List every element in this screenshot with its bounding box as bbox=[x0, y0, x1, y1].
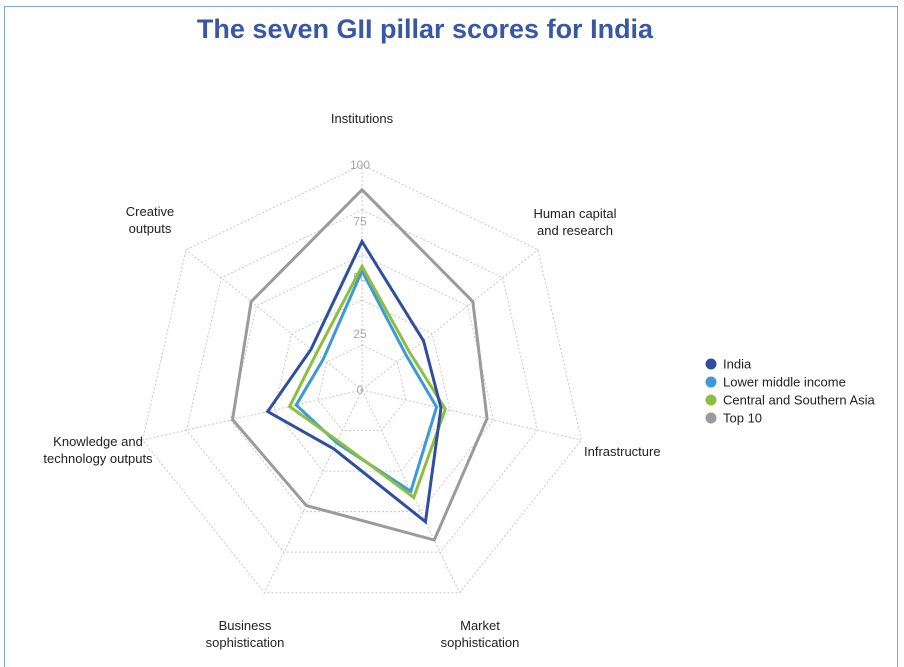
chart-frame bbox=[4, 6, 898, 667]
series-line-india bbox=[265, 238, 443, 525]
grid-spoke bbox=[185, 249, 363, 391]
grid-spoke bbox=[361, 249, 539, 391]
axis-label: Creative outputs bbox=[126, 204, 174, 236]
tick-label: 25 bbox=[353, 327, 367, 341]
legend-label: Lower middle income bbox=[723, 375, 846, 390]
axis-label: Business sophistication bbox=[206, 618, 285, 650]
grid-ring bbox=[229, 254, 495, 513]
legend-label: Central and Southern Asia bbox=[723, 393, 876, 408]
series-line-lower-middle-income bbox=[294, 267, 439, 494]
axis-label: Human capital and research bbox=[533, 206, 616, 238]
axis-label: Infrastructure bbox=[584, 444, 661, 459]
grid-spoke bbox=[263, 389, 363, 593]
axis-label: Market sophistication bbox=[441, 618, 520, 650]
radar-axis-labels: Institutions Human capital and research Inf… bbox=[43, 111, 660, 650]
tick-label: 0 bbox=[357, 383, 364, 397]
axis-label: Knowledge and technology outputs bbox=[43, 434, 153, 466]
legend-marker bbox=[705, 376, 717, 388]
chart-legend: India Lower middle income Central and Sout… bbox=[705, 357, 876, 426]
chart-title: The seven GII pillar scores for India bbox=[196, 14, 654, 44]
series-line-top-10 bbox=[230, 187, 489, 542]
tick-label: 100 bbox=[350, 158, 370, 172]
legend-marker bbox=[705, 358, 717, 370]
grid-ring bbox=[317, 344, 407, 432]
radar-series bbox=[230, 187, 489, 542]
legend-label: India bbox=[723, 357, 752, 372]
radar-grid bbox=[142, 164, 582, 594]
legend-marker bbox=[705, 394, 717, 406]
axis-label: Institutions bbox=[331, 111, 394, 126]
tick-label: 75 bbox=[353, 214, 367, 228]
series-line-central-and-southern-asia bbox=[287, 263, 448, 500]
grid-spoke bbox=[142, 389, 363, 441]
legend-marker bbox=[705, 412, 717, 424]
grid-spoke bbox=[361, 389, 582, 441]
legend-label: Top 10 bbox=[723, 411, 762, 426]
